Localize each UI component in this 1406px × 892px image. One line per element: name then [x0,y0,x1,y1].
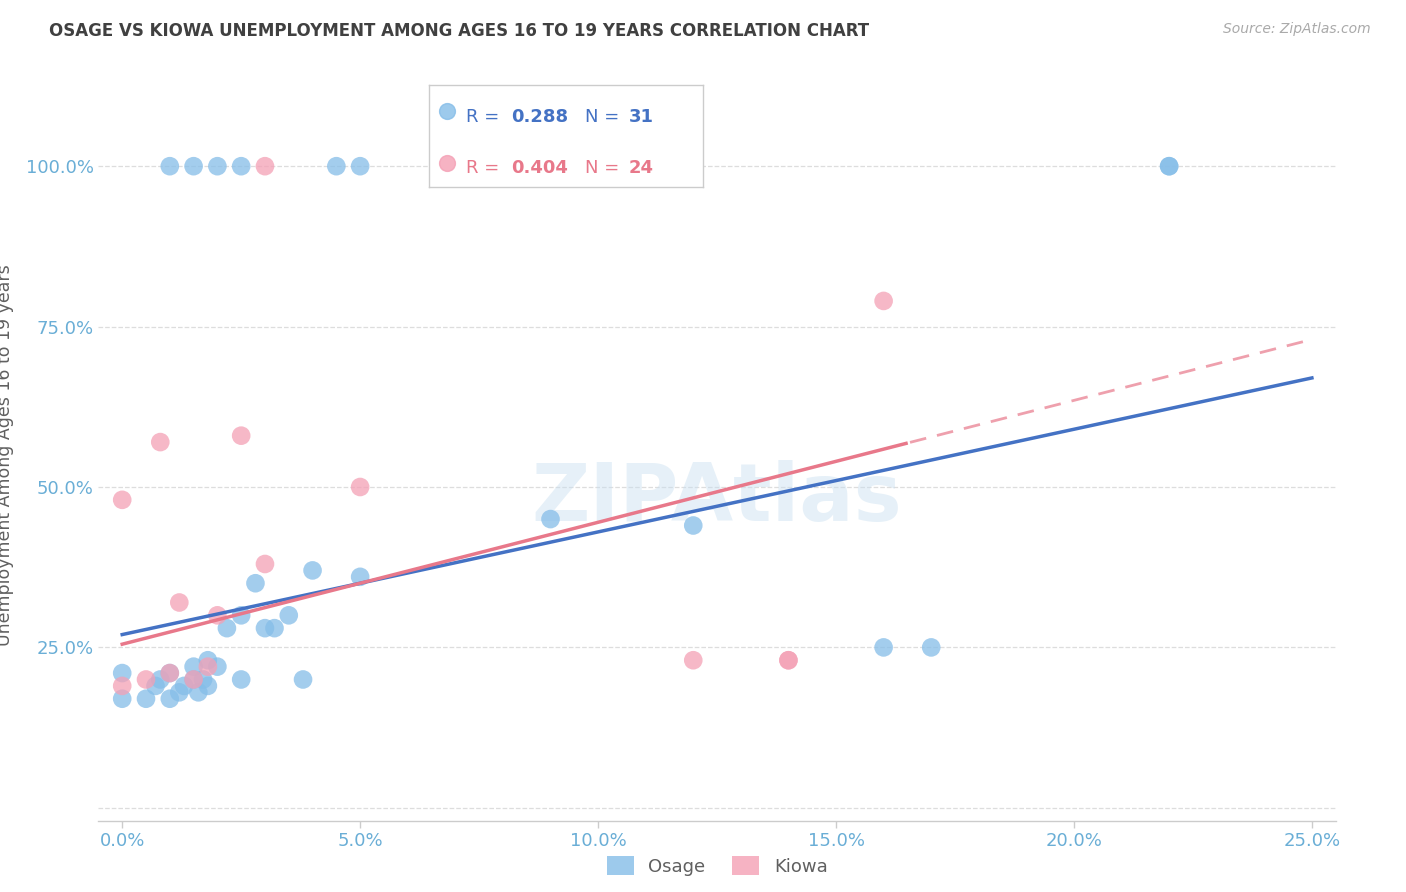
Point [540,512,562,526]
Text: Source: ZipAtlas.com: Source: ZipAtlas.com [1223,22,1371,37]
Text: N =: N = [585,108,626,126]
Text: N =: N = [585,159,626,177]
Point [111,679,134,693]
Point [292,673,315,687]
Point [231,673,253,687]
Point [197,679,219,693]
Point [231,428,253,442]
Point [349,570,371,584]
Text: ZIPAtlas: ZIPAtlas [531,459,903,538]
Point [872,293,894,308]
Point [215,621,238,635]
Point [245,576,267,591]
Point [169,685,191,699]
Point [159,666,181,681]
Text: 0.288: 0.288 [512,108,568,126]
Point [183,659,205,673]
Point [207,659,229,673]
Point [149,435,172,450]
Point [231,608,253,623]
Point [253,621,276,635]
Point [1159,159,1181,173]
Legend: Osage, Kiowa: Osage, Kiowa [598,847,837,885]
Point [149,673,172,687]
Point [325,159,347,173]
Point [135,691,157,706]
Point [191,673,214,687]
Point [253,159,276,173]
Point [436,155,458,169]
Point [349,480,371,494]
Text: 0.404: 0.404 [512,159,568,177]
Point [183,673,205,687]
Point [111,492,134,507]
Point [197,653,219,667]
Point [159,691,181,706]
Point [682,518,704,533]
Point [207,159,229,173]
Point [207,608,229,623]
Point [778,653,800,667]
Point [159,159,181,173]
Point [263,621,285,635]
Point [145,679,167,693]
Point [872,640,894,655]
Text: OSAGE VS KIOWA UNEMPLOYMENT AMONG AGES 16 TO 19 YEARS CORRELATION CHART: OSAGE VS KIOWA UNEMPLOYMENT AMONG AGES 1… [49,22,869,40]
Point [436,104,458,119]
Text: R =: R = [465,159,505,177]
Point [349,159,371,173]
Point [301,563,323,577]
Point [135,673,157,687]
Text: 31: 31 [628,108,654,126]
Point [187,685,209,699]
Point [920,640,942,655]
Point [277,608,299,623]
Point [682,653,704,667]
Point [253,557,276,571]
Point [169,595,191,609]
Text: 24: 24 [628,159,654,177]
Point [778,653,800,667]
Point [197,659,219,673]
Point [1159,159,1181,173]
Text: R =: R = [465,108,505,126]
Point [183,673,205,687]
Point [111,691,134,706]
Y-axis label: Unemployment Among Ages 16 to 19 years: Unemployment Among Ages 16 to 19 years [0,264,14,646]
Point [183,159,205,173]
Point [159,666,181,681]
Point [173,679,195,693]
Point [111,666,134,681]
Point [231,159,253,173]
